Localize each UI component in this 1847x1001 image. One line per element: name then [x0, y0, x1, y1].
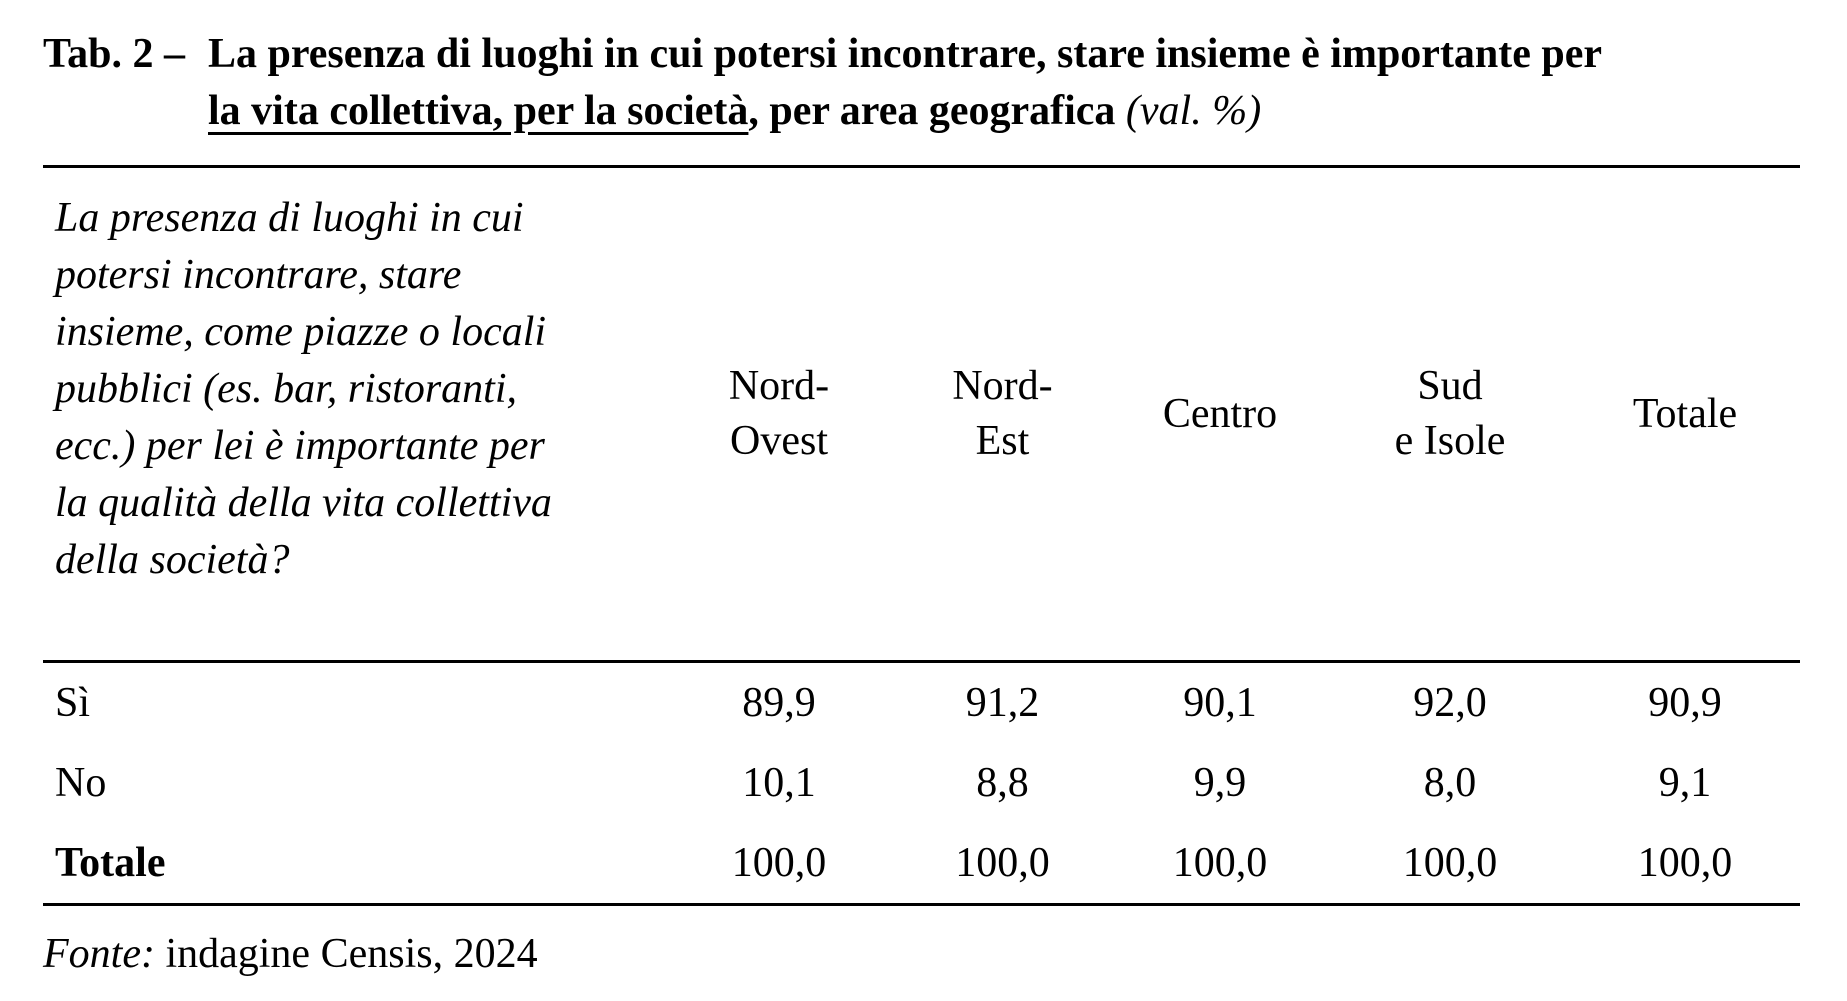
row-label-no: No: [55, 760, 107, 806]
value-cell: 92,0: [1413, 679, 1487, 726]
value-cell: 9,9: [1193, 760, 1247, 806]
row-label-si: Sì: [55, 679, 91, 726]
source-text: indagine Censis, 2024: [154, 931, 538, 977]
value-cell: 91,2: [965, 679, 1040, 726]
table-title: Tab. 2 – La presenza di luoghi in cui pot…: [43, 26, 1800, 140]
value-cell: 100,0: [955, 840, 1050, 887]
source-prefix: Fonte:: [43, 931, 155, 977]
title-value-unit-note: (val. %): [1115, 88, 1262, 134]
value-cell: 100,0: [1637, 840, 1733, 887]
value-cell: 90,9: [1648, 679, 1722, 726]
table-row-no: No 10,1 8,8 9,9 8,0 9,1: [43, 743, 1800, 824]
value-cell: 9,1: [1658, 760, 1712, 806]
title-line1: La presenza di luoghi in cui potersi inc…: [208, 31, 1603, 77]
value-cell: 10,1: [742, 760, 816, 806]
table-header: La presenza di luoghi in cui potersi inc…: [43, 166, 1800, 663]
source-line: Fonte: indagine Censis, 2024: [43, 926, 1800, 983]
row-label-totale: Totale: [55, 840, 166, 887]
column-header-sud-e-isole: Sud e Isole: [1330, 166, 1570, 663]
value-cell: 8,0: [1423, 760, 1477, 806]
table-row-si: Sì 89,9 91,2 90,1 92,0 90,9: [43, 662, 1800, 743]
table-body: Sì 89,9 91,2 90,1 92,0 90,9 No 10,1 8,8 …: [43, 662, 1800, 905]
column-header-nord-ovest: Nord- Ovest: [663, 166, 895, 663]
column-header-nord-est: Nord- Est: [895, 166, 1110, 663]
column-header-totale: Totale: [1570, 166, 1800, 663]
header-row: La presenza di luoghi in cui potersi inc…: [43, 166, 1800, 663]
title-underlined-text: la vita collettiva, per la società: [208, 88, 749, 134]
title-line2-rest: , per area geografica: [748, 88, 1116, 134]
statistics-table: La presenza di luoghi in cui potersi inc…: [43, 165, 1800, 906]
value-cell: 100,0: [1402, 840, 1498, 887]
question-cell: La presenza di luoghi in cui potersi inc…: [43, 166, 663, 663]
value-cell: 89,9: [742, 679, 816, 726]
value-cell: 90,1: [1183, 679, 1257, 726]
table-number-label: Tab. 2 –: [43, 31, 186, 77]
column-header-centro: Centro: [1110, 166, 1330, 663]
table-row-totale: Totale 100,0 100,0 100,0 100,0 100,0: [43, 824, 1800, 905]
value-cell: 100,0: [731, 840, 827, 887]
value-cell: 100,0: [1172, 840, 1268, 887]
value-cell: 8,8: [976, 760, 1029, 806]
